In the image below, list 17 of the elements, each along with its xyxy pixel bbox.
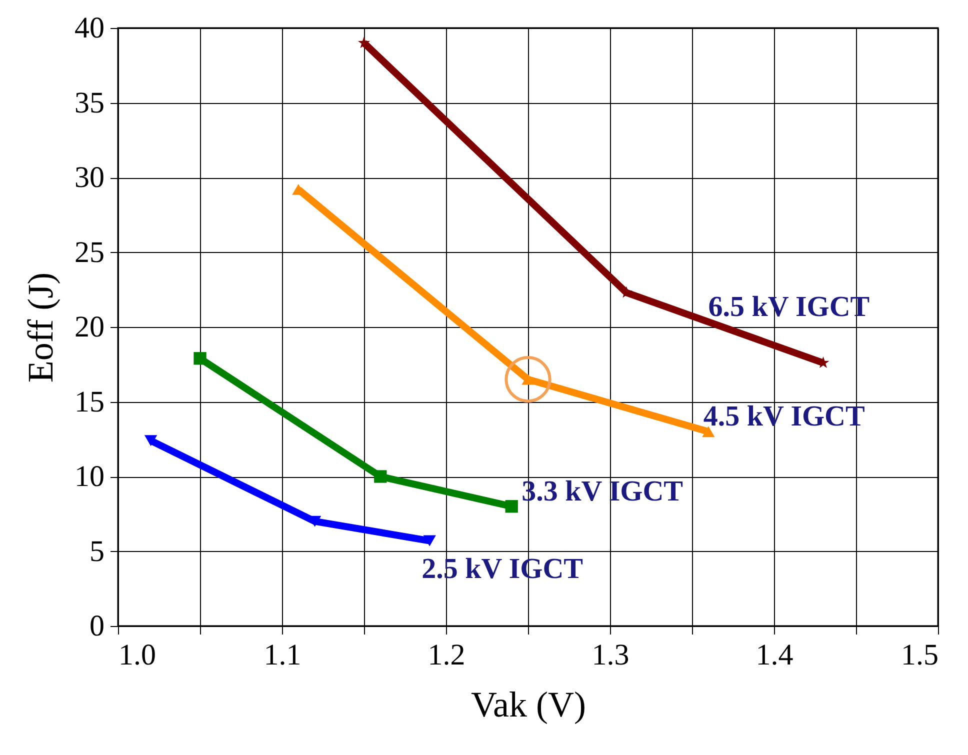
x-axis-title: Vak (V) (471, 684, 586, 724)
x-tick-label: 1.1 (264, 638, 302, 672)
y-tick-label: 20 (74, 310, 104, 344)
x-tick-label: 1.4 (756, 638, 794, 672)
y-tick-label: 10 (74, 460, 104, 493)
y-tick-label: 30 (74, 161, 104, 194)
x-tick-label: 1.5 (901, 638, 938, 672)
x-tick-label: 1.2 (428, 638, 466, 672)
y-tick-label: 0 (90, 610, 104, 642)
y-axis-title: Eoff (J) (20, 272, 60, 383)
y-tick-label: 40 (74, 12, 104, 44)
y-tick-label: 35 (74, 86, 104, 120)
x-tick-label: 1.0 (118, 638, 156, 672)
y-tick-label: 5 (90, 534, 104, 568)
y-tick-label: 15 (74, 385, 104, 418)
y-tick-label: 25 (74, 236, 104, 269)
x-tick-label: 1.3 (592, 638, 630, 672)
